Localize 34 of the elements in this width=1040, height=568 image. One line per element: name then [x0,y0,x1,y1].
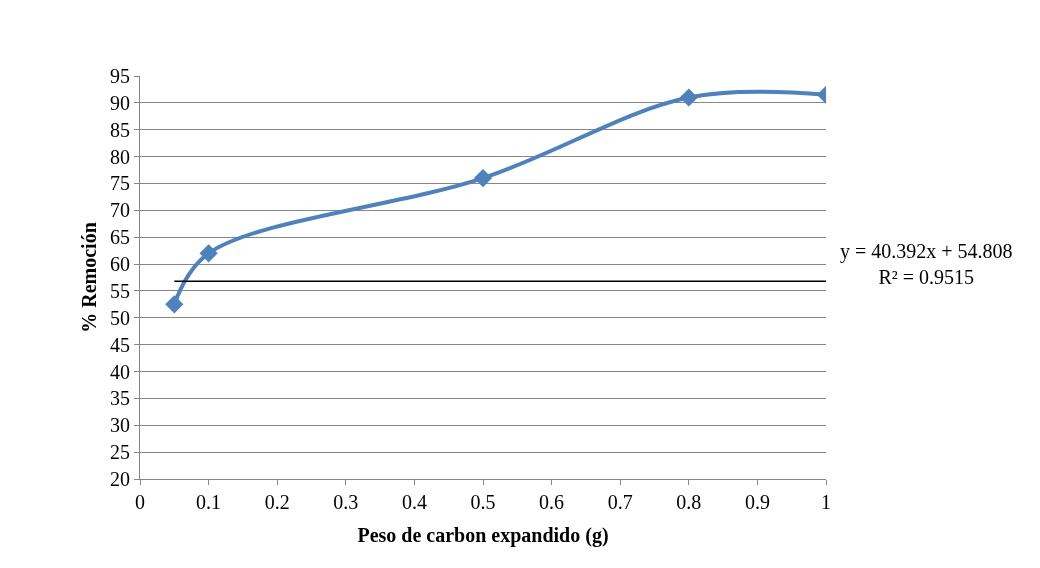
y-tick-label: 75 [110,172,130,195]
y-tick-label: 45 [110,333,130,356]
y-tick-label: 95 [110,65,130,87]
point [679,88,698,107]
x-tick-label: 0.2 [264,491,290,513]
x-tick-label: 0 [135,491,145,513]
y-tick-label: 70 [110,199,130,222]
text: y = 40.392x + 54.808 R² = 0.9515 [840,240,1013,288]
x-tick-label: 0.1 [196,491,222,513]
point [473,168,493,188]
y-tick-label: 25 [110,441,130,464]
y-tick-label: 65 [110,226,130,249]
y-tick-label: 55 [110,279,130,302]
x-tick-label: 0.6 [539,491,565,513]
x-tick-label: 0.5 [470,491,496,513]
x-tick-label: 0.4 [401,491,427,513]
y-tick-label: 90 [110,91,130,114]
y-tick-label: 40 [110,360,130,383]
y-tick-label: 35 [110,387,130,410]
x-tick-label: 0.9 [744,491,770,513]
x-tick-label: 0.7 [607,491,633,513]
y-tick-label: 85 [110,118,130,141]
y-tick-label: 60 [110,253,130,276]
y-tick-label: 80 [110,145,130,168]
y-tick-label: 30 [110,414,130,437]
x-tick-label: 1 [821,491,831,513]
y-tick-label: 50 [110,306,130,329]
x-tick-label: 0.8 [676,491,702,513]
y-axis-title: % Remoción [77,222,100,333]
x-axis-title: Peso de carbon expandido (g) [357,523,609,547]
x-tick-label: 0.3 [333,491,359,513]
y-tick-label: 20 [110,468,130,490]
point [199,244,218,263]
point [165,295,184,314]
